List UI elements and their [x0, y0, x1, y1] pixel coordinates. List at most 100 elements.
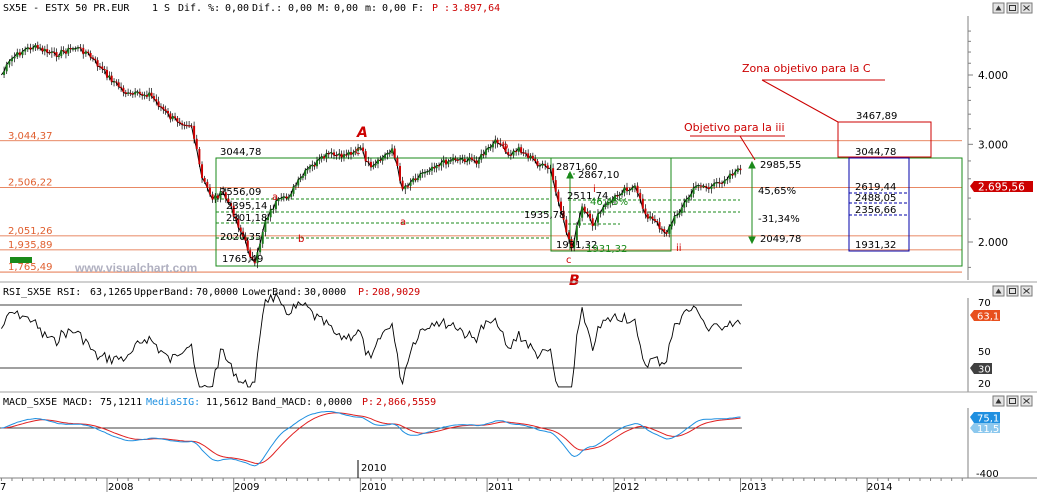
candle-body	[323, 156, 326, 159]
candle-body	[219, 191, 222, 199]
candle-body	[94, 58, 97, 61]
candle-body	[330, 152, 333, 154]
candle-body	[546, 165, 549, 169]
fib-level-label: 3,044,37	[8, 131, 53, 142]
candle-body	[484, 149, 487, 156]
up-arrow-icon	[995, 5, 1002, 11]
candle-body	[164, 109, 167, 111]
candle-body	[656, 220, 659, 223]
right-box-2619-label: 2619,44	[855, 182, 896, 193]
candle-body	[34, 44, 37, 48]
candle-body	[91, 57, 94, 59]
candle-body	[416, 178, 419, 181]
main-header-max-label: M:	[318, 3, 330, 14]
candle-body	[145, 94, 148, 97]
candle-body	[509, 154, 512, 156]
candle-body	[110, 75, 113, 82]
measure-arrows	[566, 160, 756, 250]
candle-body	[538, 165, 541, 167]
rsi-tick-70: 70	[978, 298, 991, 309]
macd-name: MACD_SX5E MACD:	[3, 397, 93, 408]
candle-body	[214, 195, 217, 200]
candle-body	[426, 171, 429, 173]
candle-body	[232, 206, 235, 217]
candle-body	[611, 199, 614, 204]
candle-body	[62, 50, 65, 52]
candle-body	[277, 199, 280, 202]
candle-body	[155, 99, 158, 102]
candle-body	[570, 239, 573, 249]
candle-body	[246, 240, 249, 251]
rsi-value-tag-text: 63,13	[977, 312, 1006, 323]
right-box-3044-label: 3044,78	[855, 147, 896, 158]
main-close-button[interactable]	[1020, 2, 1033, 14]
rsi-restore-button[interactable]	[992, 285, 1005, 297]
candle-body	[606, 202, 609, 206]
macd-window-buttons	[992, 395, 1033, 407]
candle-body	[489, 147, 492, 149]
candle-body	[631, 187, 634, 191]
candle-body	[468, 157, 471, 162]
last-price-tag: 2.695,56	[970, 181, 1033, 194]
candle-body	[583, 206, 586, 212]
candle-body	[222, 191, 225, 193]
candle-body	[201, 164, 204, 178]
main-header-last: 3.897,64	[452, 3, 500, 14]
level-1931-low-label: 1931,32	[586, 244, 627, 255]
rsi-line	[1, 292, 741, 388]
candle-body	[253, 258, 256, 264]
candle-body	[76, 47, 79, 49]
candle-body	[494, 139, 497, 144]
candle-body	[96, 60, 99, 67]
candle-body	[274, 201, 277, 210]
main-header-symbol: SX5E - ESTX 50 PR.EUR	[3, 3, 130, 14]
candle-body	[560, 201, 563, 211]
annotations: A B 3044,78 1765,49 c b a b a c ii i 255…	[220, 62, 897, 289]
candle-body	[636, 185, 639, 193]
candle-body	[482, 154, 485, 156]
candle-body	[367, 161, 370, 163]
candle-body	[401, 180, 404, 190]
candle-body	[148, 92, 151, 97]
candle-body	[193, 125, 196, 139]
level-2871-label: 2871,60	[556, 162, 597, 173]
candle-body	[134, 92, 137, 95]
rsi-lower-label: LowerBand:	[242, 287, 302, 298]
candle-body	[269, 209, 272, 218]
macd-line	[1, 411, 741, 467]
candle-body	[527, 153, 530, 158]
candle-body	[515, 150, 518, 152]
watermark: www.visualchart.com	[74, 261, 197, 275]
macd-restore-button[interactable]	[992, 395, 1005, 407]
candle-body	[178, 121, 181, 124]
candle-body	[567, 232, 570, 240]
candle-body	[64, 51, 67, 54]
wave-c-target-range	[848, 157, 910, 252]
main-maximize-button[interactable]	[1006, 2, 1019, 14]
main-header-f-label: F:	[412, 3, 424, 14]
rsi-close-button[interactable]	[1020, 285, 1033, 297]
candle-body	[176, 117, 179, 122]
candle-body	[552, 168, 555, 181]
candle-body	[586, 211, 589, 214]
macd-maximize-button[interactable]	[1006, 395, 1019, 407]
candle-body	[41, 47, 44, 52]
candle-body	[414, 178, 417, 181]
candle-body	[198, 149, 201, 165]
candle-body	[5, 64, 8, 72]
candle-body	[685, 199, 688, 203]
rsi-maximize-button[interactable]	[1006, 285, 1019, 297]
candle-body	[82, 47, 85, 54]
candle-body	[74, 48, 77, 50]
main-panel: SX5E - ESTX 50 PR.EUR 1 S Dif. %: 0,00 D…	[0, 2, 1033, 289]
zona-objetivo-leader-line	[761, 79, 839, 123]
macd-p-value: 2,866,5559	[376, 397, 436, 408]
close-icon	[1023, 288, 1030, 294]
candle-body	[715, 182, 718, 184]
macd-close-button[interactable]	[1020, 395, 1033, 407]
x-label-2010: 2010	[361, 482, 386, 493]
candle-body	[342, 154, 345, 158]
candle-body	[644, 208, 647, 215]
main-restore-button[interactable]	[992, 2, 1005, 14]
